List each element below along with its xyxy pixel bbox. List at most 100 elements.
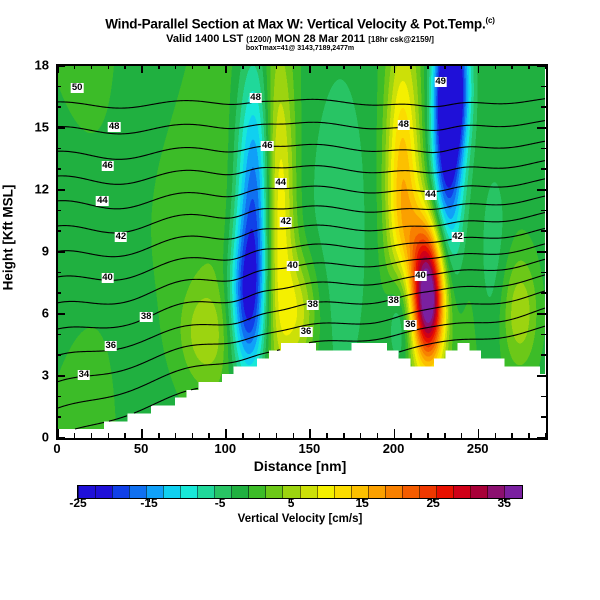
x-tick <box>208 433 210 438</box>
y-tick <box>56 271 61 274</box>
colorbar-tick <box>78 498 80 502</box>
x-axis-title: Distance [nm] <box>253 458 347 474</box>
y-tick <box>56 106 61 108</box>
title-subtitle: Valid 1400 LST (1200/) MON 28 Mar 2011 [… <box>0 33 600 46</box>
contour-label: 42 <box>451 230 464 242</box>
y-tick-right <box>541 106 546 108</box>
x-tick <box>158 433 160 438</box>
y-tick-right <box>541 147 546 150</box>
x-tick <box>511 433 513 438</box>
y-tick <box>56 168 61 170</box>
y-tick-right <box>537 127 546 129</box>
x-tick-label: 200 <box>382 441 405 456</box>
title-main-text: Wind-Parallel Section at Max W: Vertical… <box>105 16 486 32</box>
x-tick-top <box>73 64 76 69</box>
y-tick-label: 3 <box>41 367 49 383</box>
valid-time-utc: (1200/) <box>246 34 272 44</box>
contour-label: 38 <box>306 298 320 310</box>
title-superscript: (c) <box>485 16 495 25</box>
colorbar-tick-label: 25 <box>426 496 440 510</box>
x-tick <box>326 433 328 438</box>
y-tick <box>56 416 61 418</box>
colorbar-tick-label: 35 <box>497 496 511 510</box>
y-tick-right <box>541 209 546 212</box>
contour-label: 48 <box>249 92 262 104</box>
colorbar-tick <box>220 498 222 502</box>
y-tick-right <box>541 333 546 336</box>
x-tick <box>494 433 497 438</box>
x-tick <box>73 433 76 438</box>
contour-label: 46 <box>101 160 114 172</box>
valid-time: Valid 1400 LST <box>166 32 244 45</box>
x-tick <box>410 433 412 438</box>
y-tick-label: 9 <box>41 243 49 259</box>
y-tick-label: 18 <box>34 57 49 73</box>
x-tick-label: 0 <box>53 441 61 456</box>
y-tick <box>56 65 65 67</box>
x-tick <box>309 429 311 438</box>
colorbar-gradient <box>78 486 522 498</box>
contour-label: 48 <box>107 121 121 132</box>
y-tick <box>56 437 65 439</box>
contour-label: 42 <box>114 230 128 242</box>
x-tick <box>258 433 261 438</box>
title-block: Wind-Parallel Section at Max W: Vertical… <box>0 14 600 53</box>
y-tick <box>56 209 61 212</box>
y-tick <box>56 189 65 191</box>
colorbar-tick-label: 15 <box>355 496 369 510</box>
x-tick <box>90 433 93 438</box>
x-tick-label: 50 <box>133 441 149 456</box>
contour-label: 36 <box>404 319 417 331</box>
x-tick <box>528 433 530 438</box>
x-tick-top <box>275 64 278 69</box>
x-tick-top <box>393 64 396 73</box>
y-tick <box>56 147 61 150</box>
x-tick-label: 250 <box>466 441 489 456</box>
x-tick <box>292 433 295 438</box>
x-tick-top <box>343 64 345 69</box>
y-tick-right <box>537 251 546 253</box>
x-tick <box>141 429 143 438</box>
x-tick <box>376 433 379 438</box>
y-tick-label: 12 <box>34 181 49 197</box>
x-tick-label: 100 <box>214 441 237 456</box>
x-tick-top <box>208 64 210 69</box>
contour-label: 46 <box>261 139 274 151</box>
x-tick-top <box>191 64 194 69</box>
x-tick <box>191 433 194 438</box>
x-tick-top <box>494 64 497 69</box>
contour-label: 34 <box>77 369 91 380</box>
y-tick-right <box>541 271 546 274</box>
contour-label: 44 <box>96 195 109 207</box>
y-tick-label: 6 <box>41 305 49 321</box>
valid-date: MON 28 Mar 2011 <box>274 32 366 45</box>
x-tick <box>107 433 110 438</box>
y-tick <box>56 354 61 356</box>
colorbar-tick-label: -5 <box>214 496 226 510</box>
colorbar-tick <box>504 498 506 502</box>
x-tick <box>359 433 362 438</box>
x-tick-top <box>444 64 446 69</box>
x-tick-top <box>107 64 110 69</box>
x-tick-top <box>174 64 177 69</box>
y-tick <box>56 85 61 88</box>
contour-label: 44 <box>424 189 437 201</box>
colorbar-tick-label: 5 <box>287 496 295 510</box>
y-tick-label: 15 <box>34 119 49 135</box>
x-tick-top <box>460 64 463 69</box>
colorbar-tick <box>149 498 151 502</box>
x-tick-top <box>225 64 227 73</box>
colorbar-tick-label: -15 <box>140 496 158 510</box>
x-tick <box>174 433 177 438</box>
x-tick-top <box>511 64 513 69</box>
x-tick <box>444 433 446 438</box>
y-tick <box>56 230 61 232</box>
title-boxmax: boxTmax=41@ 3143,7189,2477m <box>245 44 355 52</box>
x-tick <box>124 433 126 438</box>
x-tick <box>275 433 278 438</box>
x-tick-top <box>410 64 412 69</box>
x-tick-top <box>477 64 480 73</box>
contour-label: 50 <box>70 81 84 93</box>
x-tick-top <box>528 64 530 69</box>
